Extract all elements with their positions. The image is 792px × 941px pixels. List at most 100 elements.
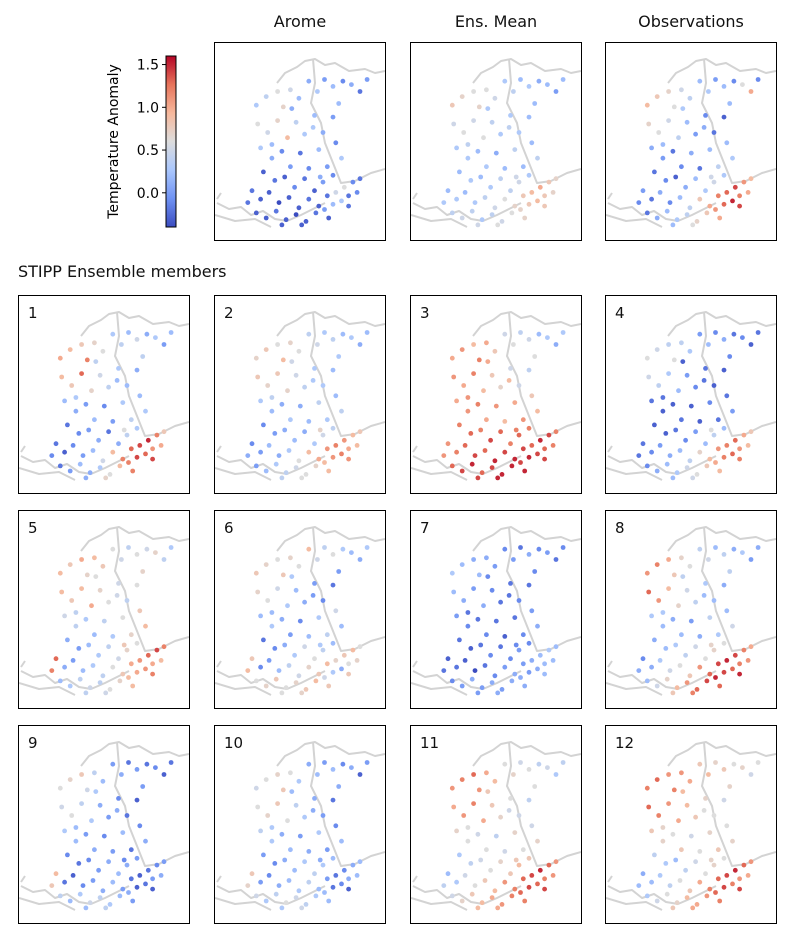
station-point: [357, 342, 363, 347]
station-point: [255, 374, 261, 380]
station-point: [350, 179, 356, 185]
station-point: [89, 603, 94, 609]
station-point: [134, 669, 140, 675]
station-point: [87, 685, 93, 691]
station-point: [484, 770, 489, 776]
station-point: [649, 449, 654, 455]
station-point: [286, 878, 292, 883]
station-point: [101, 618, 107, 624]
station-point: [740, 82, 745, 87]
border-line: [19, 897, 76, 911]
country-borders: [411, 526, 581, 696]
station-point: [279, 690, 285, 696]
station-point: [275, 586, 280, 591]
panel-observations: [605, 42, 777, 241]
station-point: [482, 878, 488, 883]
station-point: [721, 172, 727, 178]
station-point: [649, 145, 654, 151]
station-point: [468, 178, 474, 183]
station-point: [449, 355, 455, 361]
station-point: [707, 615, 713, 620]
station-point: [70, 443, 76, 448]
station-point: [101, 403, 107, 409]
border-line: [701, 58, 776, 184]
border-line: [20, 885, 130, 905]
station-point: [124, 383, 130, 388]
station-map: [606, 311, 776, 481]
station-point: [320, 862, 326, 868]
station-point: [704, 893, 710, 899]
station-point: [263, 898, 269, 904]
station-point: [454, 879, 459, 885]
station-point: [143, 623, 148, 629]
station-point: [518, 545, 523, 550]
station-point: [77, 676, 83, 682]
station-point: [535, 623, 540, 629]
station-point: [526, 201, 532, 207]
station-point: [737, 671, 742, 677]
station-point: [676, 818, 681, 824]
station-point: [269, 623, 275, 629]
station-point: [546, 432, 552, 438]
station-point: [457, 637, 462, 643]
station-point: [694, 219, 700, 224]
station-point: [349, 82, 354, 87]
station-point: [143, 408, 148, 414]
station-point: [717, 468, 723, 474]
station-point: [526, 367, 532, 373]
station-point: [457, 852, 462, 858]
station-point: [703, 656, 708, 662]
station-point: [676, 603, 681, 609]
station-point: [542, 671, 547, 677]
station-point: [755, 77, 761, 82]
station-point: [110, 331, 116, 337]
station-point: [475, 222, 481, 228]
station-point: [748, 859, 754, 865]
border-line: [667, 741, 776, 767]
station-point: [495, 690, 501, 696]
station-point: [731, 761, 737, 767]
station-point: [140, 354, 146, 359]
station-point: [721, 201, 727, 207]
station-point: [502, 664, 508, 670]
station-point: [330, 337, 336, 342]
station-point: [276, 883, 282, 888]
station-point: [245, 668, 251, 673]
station-point: [536, 331, 542, 337]
station-point: [492, 348, 498, 354]
station-point: [697, 419, 703, 424]
station-point: [657, 190, 663, 195]
station-point: [106, 814, 111, 820]
station-point: [137, 443, 143, 448]
colorbar-tick-label: 1.0: [137, 100, 159, 116]
station-point: [489, 372, 495, 378]
station-point: [717, 215, 723, 221]
station-point: [303, 219, 309, 224]
station-point: [299, 690, 305, 696]
station-point: [89, 818, 94, 824]
station-point: [269, 408, 275, 414]
station-point: [498, 131, 503, 137]
station-point: [513, 642, 519, 648]
station-point: [150, 661, 156, 667]
station-point: [465, 408, 471, 414]
country-borders: [411, 311, 581, 481]
country-borders: [606, 526, 776, 696]
station-point: [721, 855, 727, 861]
station-point: [306, 78, 312, 84]
station-point: [280, 572, 286, 578]
station-map: [606, 741, 776, 911]
station-point: [755, 545, 761, 550]
station-point: [683, 867, 688, 873]
station-point: [150, 456, 156, 462]
panel-member-3: 3: [410, 295, 582, 494]
station-point: [660, 408, 666, 414]
station-point: [679, 847, 684, 853]
border-line: [216, 455, 326, 475]
station-point: [649, 879, 654, 885]
station-point: [124, 862, 130, 868]
station-point: [315, 557, 320, 562]
station-point: [333, 823, 339, 829]
station-point: [482, 448, 488, 453]
station-point: [537, 184, 543, 190]
